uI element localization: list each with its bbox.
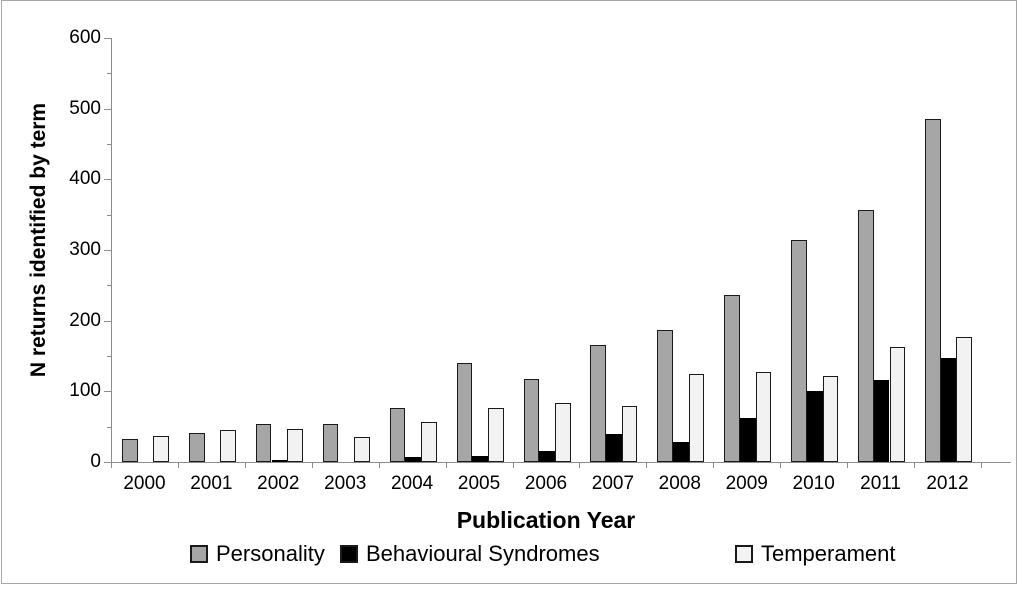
- legend-label: Personality: [216, 541, 325, 566]
- x-tick-label-2004: 2004: [390, 473, 434, 494]
- y-tick-label-0: 0: [90, 451, 101, 472]
- bar-personality-2005: [456, 363, 473, 462]
- bar-behavioural-syndromes-2008: [673, 442, 689, 462]
- x-tick-5: [445, 462, 447, 468]
- bar-temperament-2011: [889, 347, 906, 462]
- bar-temperament-2005: [488, 408, 504, 462]
- y-minor-tick-350: [107, 214, 111, 216]
- bar-temperament-2012: [956, 337, 973, 462]
- x-tick-label-2010: 2010: [792, 473, 835, 494]
- legend-swatch-temperament: [735, 545, 753, 563]
- y-tick-label-100: 100: [69, 380, 101, 402]
- bar-behavioural-syndromes-2007: [606, 434, 622, 462]
- bar-temperament-2007: [621, 406, 638, 462]
- bar-temperament-2002: [287, 429, 303, 462]
- legend-item-temperament: Temperament: [735, 541, 896, 567]
- x-tick-label-2006: 2006: [524, 473, 568, 494]
- bar-personality-2001: [188, 433, 205, 462]
- bar-temperament-2006: [554, 403, 571, 462]
- bar-behavioural-syndromes-2011: [873, 380, 890, 462]
- bar-behavioural-syndromes-2009: [740, 418, 756, 462]
- y-major-tick-400: [104, 179, 111, 181]
- bar-personality-2000: [122, 439, 138, 462]
- y-axis-line: [111, 38, 112, 462]
- bar-personality-2009: [724, 295, 740, 462]
- y-tick-label-400: 400: [69, 168, 101, 190]
- bar-personality-2002: [255, 424, 272, 462]
- y-major-tick-300: [104, 250, 111, 251]
- x-tick-label-2003: 2003: [324, 473, 367, 494]
- legend-swatch-personality: [190, 545, 208, 563]
- x-tick-label-2008: 2008: [658, 473, 701, 494]
- x-tick-1: [177, 462, 179, 468]
- bar-personality-2011: [858, 210, 874, 462]
- x-tick-3: [311, 462, 313, 468]
- x-tick-8: [646, 462, 648, 468]
- x-tick-label-2002: 2002: [257, 473, 300, 494]
- bar-personality-2010: [791, 240, 807, 462]
- bar-personality-2012: [925, 119, 941, 462]
- y-minor-tick-150: [107, 356, 111, 357]
- y-major-tick-0: [104, 462, 111, 463]
- bar-behavioural-syndromes-2002: [271, 460, 288, 462]
- legend-item-personality: Personality: [190, 541, 325, 567]
- x-tick-label-2012: 2012: [926, 473, 969, 494]
- bar-personality-2007: [590, 345, 607, 462]
- x-tick-label-2001: 2001: [190, 473, 233, 494]
- x-tick-label-2000: 2000: [123, 473, 166, 494]
- legend-swatch-behavioural-syndromes: [340, 545, 358, 563]
- x-tick-7: [579, 462, 581, 468]
- x-tick-10: [780, 462, 782, 468]
- y-minor-tick-550: [107, 73, 111, 75]
- legend-label: Temperament: [761, 541, 896, 566]
- bar-temperament-2003: [354, 437, 370, 462]
- bar-temperament-2010: [822, 376, 839, 462]
- x-tick-13: [980, 462, 982, 468]
- bar-behavioural-syndromes-2005: [472, 456, 488, 462]
- legend-label: Behavioural Syndromes: [366, 541, 600, 566]
- bar-temperament-2004: [421, 422, 437, 462]
- x-axis-title: Publication Year: [456, 507, 636, 533]
- x-tick-label-2005: 2005: [457, 473, 501, 494]
- bar-temperament-2009: [755, 372, 772, 462]
- y-minor-tick-50: [107, 426, 111, 428]
- x-tick-4: [378, 462, 380, 468]
- bar-personality-2006: [523, 379, 540, 462]
- y-major-tick-200: [104, 320, 111, 322]
- bar-personality-2004: [389, 408, 406, 462]
- y-major-tick-500: [104, 108, 111, 110]
- bar-temperament-2008: [688, 374, 705, 462]
- y-major-tick-100: [104, 391, 111, 393]
- bar-behavioural-syndromes-2004: [405, 457, 422, 462]
- y-minor-tick-450: [107, 144, 111, 145]
- x-tick-6: [512, 462, 514, 468]
- x-tick-11: [847, 462, 849, 468]
- x-tick-label-2007: 2007: [591, 473, 635, 494]
- y-major-tick-600: [104, 38, 111, 39]
- y-tick-label-500: 500: [69, 97, 101, 119]
- bar-temperament-2000: [153, 436, 170, 462]
- x-tick-label-2009: 2009: [725, 473, 768, 494]
- y-tick-label-200: 200: [69, 309, 101, 331]
- bar-personality-2003: [322, 424, 339, 462]
- x-tick-9: [713, 462, 715, 468]
- x-axis-line: [111, 462, 1011, 463]
- bar-behavioural-syndromes-2010: [806, 391, 823, 462]
- bar-behavioural-syndromes-2006: [539, 451, 555, 462]
- x-tick-12: [914, 462, 916, 468]
- x-tick-2: [244, 462, 246, 468]
- bar-behavioural-syndromes-2012: [940, 358, 957, 462]
- chart-figure: N returns identified by term Publication…: [1, 0, 1017, 584]
- bar-temperament-2001: [220, 430, 236, 462]
- x-tick-label-2011: 2011: [860, 473, 901, 494]
- bar-personality-2008: [657, 330, 674, 462]
- y-tick-label-300: 300: [69, 239, 101, 260]
- legend-item-behavioural-syndromes: Behavioural Syndromes: [340, 541, 600, 567]
- x-tick-0: [111, 462, 112, 468]
- y-minor-tick-250: [107, 285, 111, 287]
- y-tick-label-600: 600: [69, 27, 101, 48]
